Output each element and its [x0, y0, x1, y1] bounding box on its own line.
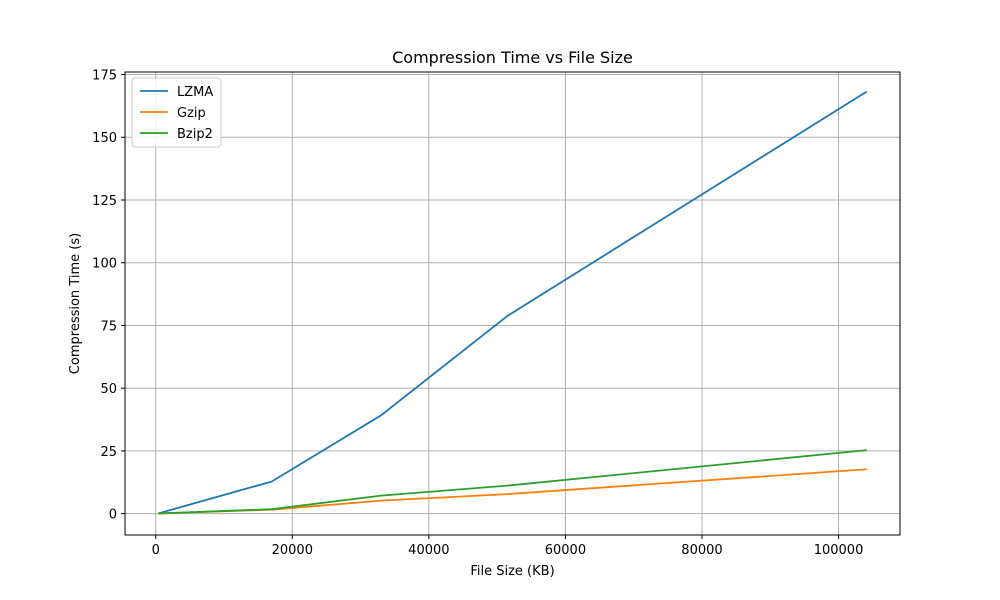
legend-box	[131, 77, 222, 148]
plot-frame	[124, 71, 901, 536]
series-line-bzip2	[158, 449, 867, 515]
x-tick-label: 60000	[545, 543, 586, 558]
y-tick-label: 150	[92, 131, 117, 146]
x-tick-label: 20000	[272, 543, 313, 558]
grid	[125, 72, 900, 535]
y-tick-label: 25	[100, 445, 117, 460]
x-tick-label: 80000	[681, 543, 722, 558]
x-tick-label: 0	[152, 543, 160, 558]
x-tick-label: 100000	[814, 543, 864, 558]
legend-label-bzip2: Bzip2	[177, 127, 213, 142]
y-tick-label: 100	[92, 257, 117, 272]
legend-label-gzip: Gzip	[177, 106, 206, 121]
y-tick-label: 50	[100, 382, 117, 397]
series-line-lzma	[157, 90, 868, 515]
axis-ticks: 0 20000 40000 60000 80000 100000 0 25 50 75 100 125…	[92, 69, 863, 558]
y-axis-title: Compression Time (s)	[68, 233, 83, 374]
series-lines	[157, 90, 868, 515]
x-axis-title: File Size (KB)	[470, 564, 554, 579]
legend-label-lzma: LZMA	[177, 85, 213, 100]
x-tick-label: 40000	[408, 543, 449, 558]
y-tick-label: 125	[92, 194, 117, 209]
chart-title: Compression Time vs File Size	[392, 48, 633, 67]
y-tick-label: 175	[92, 69, 117, 84]
y-tick-label: 0	[109, 508, 117, 523]
y-tick-label: 75	[100, 319, 117, 334]
legend: LZMA Gzip Bzip2	[131, 77, 222, 148]
